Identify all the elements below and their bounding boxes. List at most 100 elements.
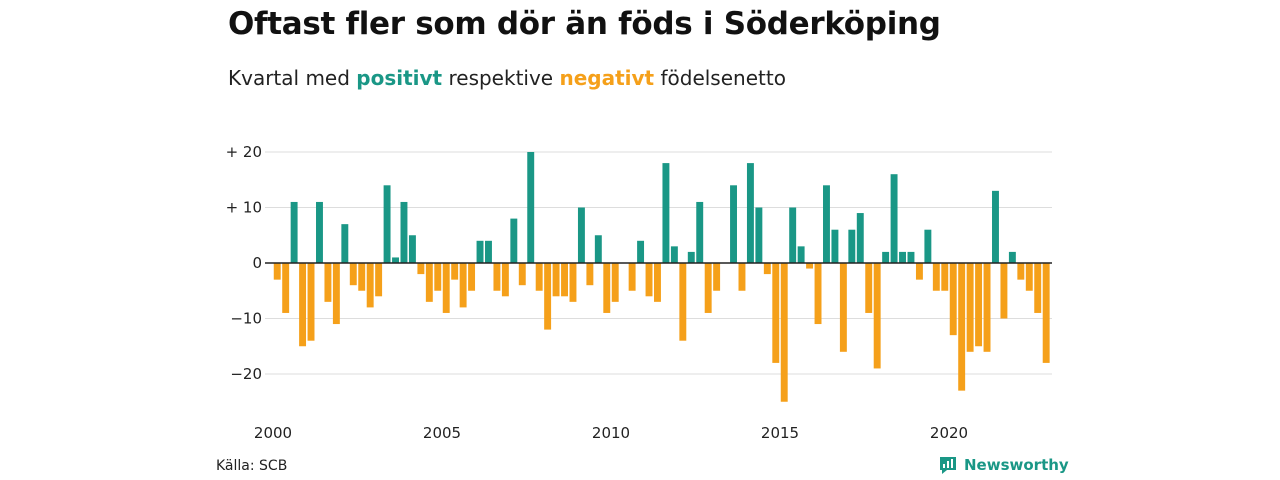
bar (400, 201, 408, 263)
bar (493, 263, 501, 291)
subtitle-prefix: Kvartal med (228, 66, 357, 90)
bar (797, 246, 805, 263)
bar (789, 207, 797, 263)
bar (603, 263, 611, 313)
bar (992, 190, 999, 263)
bar (425, 263, 433, 302)
bar (662, 163, 670, 263)
bar (366, 263, 374, 308)
bar (949, 263, 957, 336)
bar (704, 263, 712, 313)
y-tick-label: + 10 (226, 199, 262, 217)
bar (485, 240, 492, 263)
bar (501, 263, 509, 297)
bar (856, 213, 864, 263)
bar (865, 263, 873, 313)
x-tick-label: 2015 (761, 424, 799, 442)
bar (966, 263, 974, 352)
bar (679, 263, 687, 341)
subtitle-negative-word: negativt (559, 66, 655, 90)
bar (476, 240, 484, 263)
bar (332, 263, 340, 325)
bar (687, 251, 695, 263)
bar (958, 263, 966, 391)
bar (772, 263, 780, 363)
bar (544, 263, 552, 330)
y-tick-label: + 20 (226, 143, 262, 161)
bar (408, 235, 416, 263)
bar (1042, 263, 1050, 363)
bar (375, 263, 383, 297)
bar (417, 263, 425, 275)
bar (561, 263, 568, 297)
bar (527, 152, 535, 263)
bar (983, 263, 991, 352)
subtitle-positive-word: positivt (356, 66, 443, 90)
bar (1034, 263, 1042, 313)
y-tick-label: −10 (230, 310, 262, 328)
bar (569, 263, 577, 302)
bar (899, 251, 906, 263)
bar (316, 201, 323, 263)
bar (451, 263, 459, 280)
bar (299, 263, 307, 347)
bar (358, 263, 366, 291)
bar (873, 263, 881, 369)
bar (552, 263, 560, 297)
bar (975, 263, 983, 347)
bar (882, 251, 890, 263)
bar (468, 263, 476, 291)
bar (392, 257, 399, 263)
x-tick-label: 2000 (254, 424, 292, 442)
chart-subtitle: Kvartal med positivt respektive negativt… (228, 66, 786, 90)
bar (763, 263, 771, 275)
x-tick-label: 2005 (423, 424, 461, 442)
bar (823, 185, 830, 263)
bar (611, 263, 619, 302)
bar (628, 263, 636, 291)
bar (932, 263, 940, 291)
bar (341, 224, 349, 263)
bar (577, 207, 585, 263)
bar (586, 263, 594, 286)
bar (442, 263, 450, 313)
bar (324, 263, 332, 302)
subtitle-suffix: födelsenetto (654, 66, 786, 90)
bar (535, 263, 543, 291)
chart-title: Oftast fler som dör än föds i Söderköpin… (228, 6, 941, 42)
bar (510, 218, 518, 263)
bar (848, 229, 856, 263)
bar (1000, 263, 1008, 319)
bar (1017, 263, 1025, 280)
bar (806, 263, 814, 269)
bar-chart: + 20 + 10 0 −10 −20 2000 2005 2010 2015 2020 (226, 143, 1052, 442)
y-tick-label: 0 (252, 254, 262, 272)
bar (738, 263, 746, 291)
bar (915, 263, 923, 280)
bar (654, 263, 661, 302)
bar (459, 263, 467, 308)
bar (814, 263, 822, 325)
bar (307, 263, 315, 341)
x-tick-label: 2020 (930, 424, 968, 442)
bar (282, 263, 290, 313)
bar (924, 229, 932, 263)
bar (907, 251, 915, 263)
bar (383, 185, 391, 263)
bar (780, 263, 788, 402)
bar (1025, 263, 1033, 291)
bar (839, 263, 847, 352)
bar (645, 263, 653, 297)
bar (594, 235, 602, 263)
brand-name: Newsworthy (964, 456, 1069, 474)
bar (290, 201, 298, 263)
bar (746, 163, 754, 263)
bar (670, 246, 678, 263)
bar (890, 174, 898, 263)
subtitle-middle: respektive (442, 66, 560, 90)
bar (349, 263, 357, 286)
bar (434, 263, 442, 291)
bar (696, 201, 704, 263)
bar (730, 185, 737, 263)
x-tick-label: 2010 (592, 424, 630, 442)
